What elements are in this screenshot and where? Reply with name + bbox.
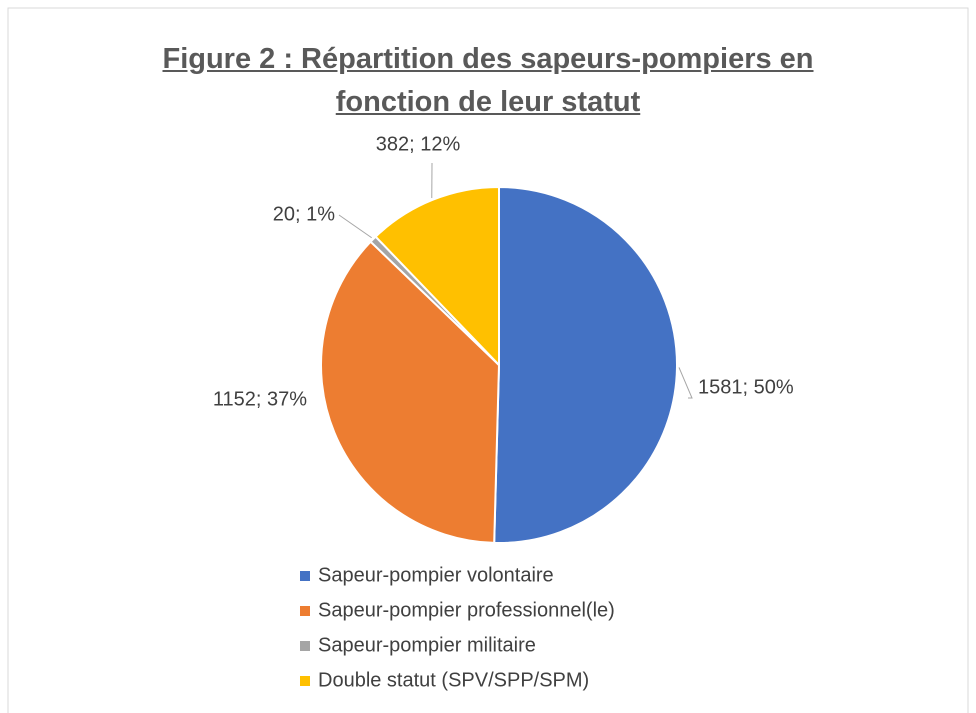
legend-swatch <box>300 676 310 686</box>
pie-slice <box>320 240 501 544</box>
leader-line <box>338 214 372 239</box>
legend-swatch <box>300 641 310 651</box>
chart-frame <box>7 7 969 713</box>
data-label: 382; 12% <box>376 133 461 155</box>
legend-label: Sapeur-pompier militaire <box>318 634 536 656</box>
leader-line <box>678 367 693 399</box>
legend-label: Double statut (SPV/SPP/SPM) <box>318 669 589 691</box>
legend-swatch <box>300 571 310 581</box>
pie-slice <box>493 185 678 544</box>
legend-label: Sapeur-pompier professionnel(le) <box>318 599 615 621</box>
title-box: Figure 2 : Répartition des sapeurs-pompi… <box>0 38 976 124</box>
legend-label: Sapeur-pompier volontaire <box>318 564 554 586</box>
pie-slice <box>374 185 500 368</box>
chart-title: Figure 2 : Répartition des sapeurs-pompi… <box>162 43 814 118</box>
data-label: 20; 1% <box>273 203 335 225</box>
data-label: 1581; 50% <box>698 376 794 398</box>
legend-swatch <box>300 606 310 616</box>
data-label: 1152; 37% <box>213 388 307 410</box>
